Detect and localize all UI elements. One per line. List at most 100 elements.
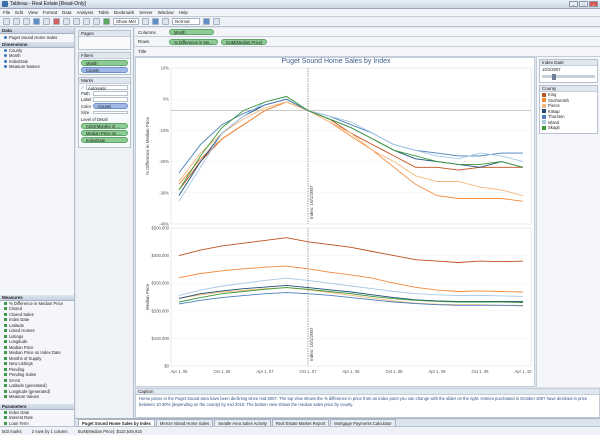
columns-pill-month[interactable]: Month [169,29,214,35]
series-line-pierce[interactable] [178,287,523,306]
legend-item[interactable]: Snohomish [540,98,597,104]
highlight-icon[interactable] [203,18,211,25]
sheet-tab[interactable]: Mortgage Payments Calculator [330,419,396,426]
rows-pill-pct-diff[interactable]: % Difference in Me... [169,38,218,45]
menu-item[interactable]: Table [98,10,110,15]
filter-pill-month[interactable]: Month [81,60,128,66]
dimension-field[interactable]: Measure Names [0,64,74,70]
series-line-thurston[interactable] [178,98,523,174]
path-shelf[interactable] [93,91,128,96]
menu-item[interactable]: Edit [15,10,24,15]
size-slider[interactable] [93,111,128,114]
filters-card: Filters Month County [78,52,131,75]
redo-icon[interactable] [13,18,20,25]
mark-type-select[interactable]: Automatic [85,85,128,91]
series-line-snohomish[interactable] [178,101,524,202]
measure-field[interactable]: Latitude [0,323,74,329]
menu-item[interactable]: View [28,10,38,15]
show-labels-icon[interactable] [103,18,110,25]
measure-field[interactable]: Measure Values [0,394,74,400]
undo-icon[interactable] [3,18,10,25]
menu-item[interactable]: Help [178,10,188,15]
legend-item[interactable]: King [540,92,597,98]
sheet-tab[interactable]: Real Estate Market Report [271,419,330,426]
new-datasource-icon[interactable] [33,18,40,25]
menu-item[interactable]: Format [42,10,57,15]
series-line-snohomish[interactable] [178,265,524,293]
swap-icon[interactable] [63,18,70,25]
parameter-field[interactable]: Interest Rate [0,415,74,421]
sort-desc-icon[interactable] [83,18,90,25]
legend-item[interactable]: Island [540,120,597,126]
menu-item[interactable]: Server [139,10,153,15]
measure-field[interactable]: Longitude [0,339,74,345]
new-sheet-icon[interactable] [43,18,50,25]
legend-item[interactable]: Pierce [540,103,597,109]
label-shelf[interactable] [93,97,128,102]
legend-item[interactable]: Skagit [540,125,597,131]
chart-canvas[interactable]: 10% 0% -10% -20% -30% -40% % Difference in Med… [136,66,536,388]
measure-field[interactable]: Longitude (generated) [0,389,74,395]
color-pill-county[interactable]: County [93,103,128,109]
measure-field[interactable]: % Difference in Median Price [0,301,74,307]
series-line-pierce[interactable] [178,101,524,197]
measure-field[interactable]: Closed Sales [0,312,74,318]
lod-pill[interactable]: AGG(Months of ... [81,123,128,129]
dimension-field[interactable]: County [0,48,74,54]
menu-item[interactable]: Window [157,10,174,15]
totals-icon[interactable] [162,18,170,25]
series-line-kitsap[interactable] [178,284,523,302]
fit-select[interactable]: Normal [172,18,201,25]
measure-field[interactable]: SAAS [0,378,74,384]
lod-pill[interactable]: IndexDate [81,137,128,143]
rows-pill-median-price[interactable]: SUM(Median Price) [220,38,268,45]
measure-field[interactable]: Median Price on Index Date [0,350,74,356]
series-line-king[interactable] [178,237,524,263]
menu-item[interactable]: Analysis [76,10,94,15]
sheet-tab[interactable]: Puget Sound Home Sales by Index [78,419,155,426]
sort-asc-icon[interactable] [73,18,80,25]
maximize-button[interactable]: □ [579,1,588,7]
show-me-button[interactable]: Show Me! [113,18,140,25]
measure-field[interactable]: Pending Sales [0,372,74,378]
series-line-island[interactable] [178,95,524,202]
menu-item[interactable]: Data [61,10,72,15]
parameter-field[interactable]: Loan Term [0,421,74,427]
measure-field[interactable]: Pending [0,367,74,373]
filter-pill-county[interactable]: County [81,67,128,73]
measure-field[interactable]: Listed Homes [0,328,74,334]
index-date-slider[interactable] [542,73,595,80]
clear-sheet-icon[interactable] [53,18,60,25]
slider-knob[interactable] [552,73,556,80]
datasource-item[interactable]: Puget Sound Home Sales [0,35,74,41]
chart-icon[interactable] [152,18,160,25]
sheet-tab[interactable]: Seattle Area Sales Activity [214,419,271,426]
legend-item[interactable]: Kitsap [540,109,597,115]
measure-field[interactable]: Latitude (generated) [0,383,74,389]
dimension-field[interactable]: Month [0,53,74,59]
presentation-icon[interactable] [142,18,150,25]
measure-field[interactable]: New Listings [0,361,74,367]
parameter-field[interactable]: Index Date [0,410,74,416]
measure-field[interactable]: Median Price [0,345,74,351]
measure-field[interactable]: Index Date [0,317,74,323]
close-button[interactable]: × [589,1,598,7]
measure-field[interactable]: Listings [0,334,74,340]
series-line-island[interactable] [178,277,524,297]
measure-field[interactable]: Closed [0,306,74,312]
pen-icon[interactable] [213,18,221,25]
minimize-button[interactable]: – [569,1,578,7]
dimension-field[interactable]: IndexDate [0,59,74,65]
sheet-tab[interactable]: Mercer Island Home Sales [155,419,214,426]
series-line-thurston[interactable] [178,292,524,307]
measure-field[interactable]: Months of Supply [0,356,74,362]
menu-item[interactable]: File [3,10,11,15]
save-icon[interactable] [23,18,30,25]
county-legend: County King Snohomish Pierce Kitsap Thurston… [539,85,598,134]
menu-item[interactable]: Bookmark [114,10,135,15]
series-line-skagit[interactable] [178,95,524,191]
lod-pill[interactable]: Median Price on ... [81,130,128,136]
legend-item[interactable]: Thurston [540,114,597,120]
series-line-skagit[interactable] [178,287,524,303]
group-icon[interactable] [93,18,100,25]
